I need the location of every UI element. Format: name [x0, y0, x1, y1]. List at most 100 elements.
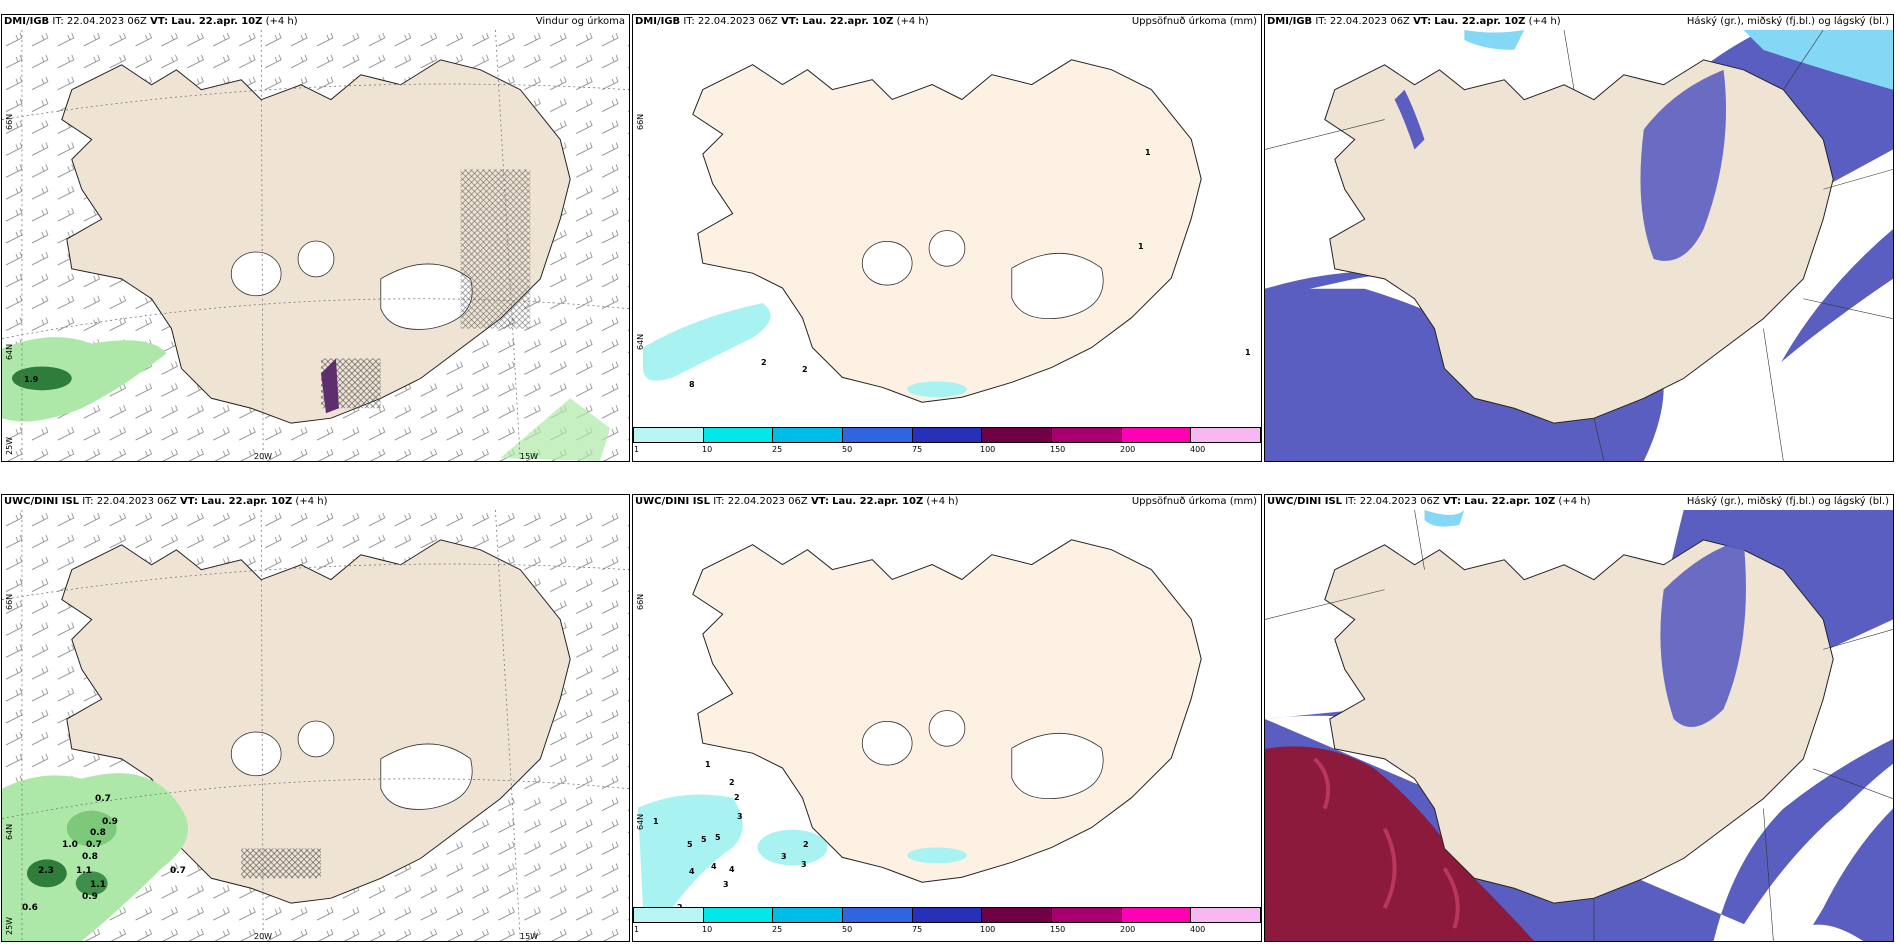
precip-value: 0.9: [82, 892, 98, 902]
precip-value: 1: [1245, 348, 1251, 357]
precip-value: 5: [701, 835, 707, 844]
colorbar: 1 10 25 50 75 100 150 200 400: [633, 427, 1261, 461]
lat-label: 64N: [636, 813, 645, 830]
colorbar-swatches: [633, 907, 1261, 923]
precip-value: 1: [653, 817, 659, 826]
colorbar-tick: 200: [1120, 925, 1136, 934]
colorbar-swatch: [982, 428, 1053, 442]
colorbar-tick: 200: [1120, 445, 1136, 454]
colorbar-tick: 400: [1190, 925, 1206, 934]
cloud-map: [1265, 510, 1893, 941]
map-area: 1 1 1 2 2 8 66N 64N: [633, 30, 1261, 427]
colorbar-tick: 75: [912, 925, 923, 934]
map-panel-dmi-wind: DMI/IGB IT: 22.04.2023 06Z VT: Lau. 22.a…: [1, 14, 630, 462]
precip-value: 0.7: [95, 794, 111, 804]
lon-label: 25W: [5, 916, 14, 935]
panel-header: UWC/DINI ISL IT: 22.04.2023 06Z VT: Lau.…: [1267, 496, 1889, 507]
iceland-map: [642, 59, 1202, 403]
precip-value: 3: [801, 860, 807, 869]
map-area: 1 2 2 3 1 5 5 5 4 4 4 3 3 3 2 2 66N 64N: [633, 510, 1261, 912]
map-panel-uwc-precip: UWC/DINI ISL IT: 22.04.2023 06Z VT: Lau.…: [632, 494, 1262, 942]
lon-label: 20W: [254, 452, 273, 461]
colorbar-swatches: [633, 427, 1261, 443]
panel-header: UWC/DINI ISL IT: 22.04.2023 06Z VT: Lau.…: [635, 496, 1257, 507]
map-area: 1.9 66N 64N 25W 20W 15W: [2, 30, 629, 461]
precip-value: 2: [803, 840, 809, 849]
precip-value: 0.9: [102, 817, 118, 827]
colorbar-tick: 100: [980, 445, 996, 454]
precip-value: 5: [715, 833, 721, 842]
colorbar-swatch: [1121, 428, 1192, 442]
precip-value: 2: [802, 365, 808, 374]
iceland-map: [637, 539, 1202, 907]
colorbar-swatch: [1052, 428, 1122, 442]
panel-header: UWC/DINI ISL IT: 22.04.2023 06Z VT: Lau.…: [4, 496, 328, 507]
panel-title: Vindur og úrkoma: [535, 16, 625, 27]
precip-value: 0.8: [90, 828, 106, 838]
colorbar-tick: 10: [702, 925, 713, 934]
colorbar-tick: 50: [842, 925, 853, 934]
lon-label: 20W: [254, 932, 273, 941]
colorbar-tick: 1: [634, 925, 640, 934]
colorbar-swatch: [1191, 428, 1261, 442]
source-label: DMI/IGB: [4, 16, 50, 27]
iceland-map: [2, 30, 629, 461]
colorbar-swatch: [634, 908, 704, 922]
panel-header: DMI/IGB IT: 22.04.2023 06Z VT: Lau. 22.a…: [4, 16, 625, 27]
map-panel-uwc-clouds: UWC/DINI ISL IT: 22.04.2023 06Z VT: Lau.…: [1264, 494, 1894, 942]
colorbar-swatch: [703, 908, 774, 922]
colorbar-swatch: [982, 908, 1053, 922]
colorbar-tick: 150: [1050, 445, 1066, 454]
map-panel-dmi-precip: DMI/IGB IT: 22.04.2023 06Z VT: Lau. 22.a…: [632, 14, 1262, 462]
colorbar-tick: 25: [772, 925, 783, 934]
colorbar-swatch: [912, 428, 983, 442]
colorbar-swatch: [843, 428, 913, 442]
lat-label: 64N: [636, 333, 645, 350]
colorbar-ticks: 1 10 25 50 75 100 150 200 400: [633, 925, 1261, 935]
precip-value: 0.7: [170, 866, 186, 876]
panel-title: Háský (gr.), miðský (fj.bl.) og lágský (…: [1686, 16, 1889, 27]
lon-label: 15W: [520, 452, 539, 461]
map-panel-uwc-wind: UWC/DINI ISL IT: 22.04.2023 06Z VT: Lau.…: [1, 494, 630, 942]
map-area: [1265, 510, 1893, 941]
lat-label: 66N: [636, 113, 645, 130]
colorbar-swatch: [773, 428, 844, 442]
colorbar-swatch: [634, 428, 704, 442]
colorbar-swatch: [1052, 908, 1122, 922]
lon-label: 15W: [520, 932, 539, 941]
precip-value: 8: [689, 380, 695, 389]
colorbar-tick: 100: [980, 925, 996, 934]
colorbar-tick: 75: [912, 445, 923, 454]
precip-value: 4: [689, 867, 695, 876]
precip-value: 1: [1145, 148, 1151, 157]
precip-value: 2: [729, 778, 735, 787]
precip-value: 3: [737, 812, 743, 821]
precip-value: 4: [729, 865, 735, 874]
precip-value: 2.3: [38, 866, 54, 876]
colorbar-ticks: 1 10 25 50 75 100 150 200 400: [633, 445, 1261, 455]
map-panel-dmi-clouds: DMI/IGB IT: 22.04.2023 06Z VT: Lau. 22.a…: [1264, 14, 1894, 462]
precip-value: 3: [781, 852, 787, 861]
colorbar-swatch: [843, 908, 913, 922]
lon-label: 25W: [5, 436, 14, 455]
lat-label: 64N: [5, 823, 14, 840]
precip-value: 4: [711, 862, 717, 871]
colorbar-tick: 50: [842, 445, 853, 454]
precip-value: 5: [687, 840, 693, 849]
colorbar-tick: 1: [634, 445, 640, 454]
precip-value: 1.1: [90, 880, 106, 890]
colorbar-swatch: [703, 428, 774, 442]
precip-value: 3: [723, 880, 729, 889]
iceland-map: [2, 510, 629, 941]
colorbar-tick: 10: [702, 445, 713, 454]
panel-title: Uppsöfnuð úrkoma (mm): [1131, 496, 1257, 507]
lat-label: 66N: [5, 593, 14, 610]
colorbar-swatch: [773, 908, 844, 922]
lat-label: 66N: [636, 593, 645, 610]
precip-value: 1.0: [62, 840, 78, 850]
panel-title: Háský (gr.), miðský (fj.bl.) og lágský (…: [1686, 496, 1889, 507]
precip-value: 1: [705, 760, 711, 769]
panel-header: DMI/IGB IT: 22.04.2023 06Z VT: Lau. 22.a…: [635, 16, 1257, 27]
panel-title: Uppsöfnuð úrkoma (mm): [1131, 16, 1257, 27]
map-area: 0.7 0.9 0.8 1.0 0.7 0.8 2.3 1.1 1.1 0.7 …: [2, 510, 629, 941]
